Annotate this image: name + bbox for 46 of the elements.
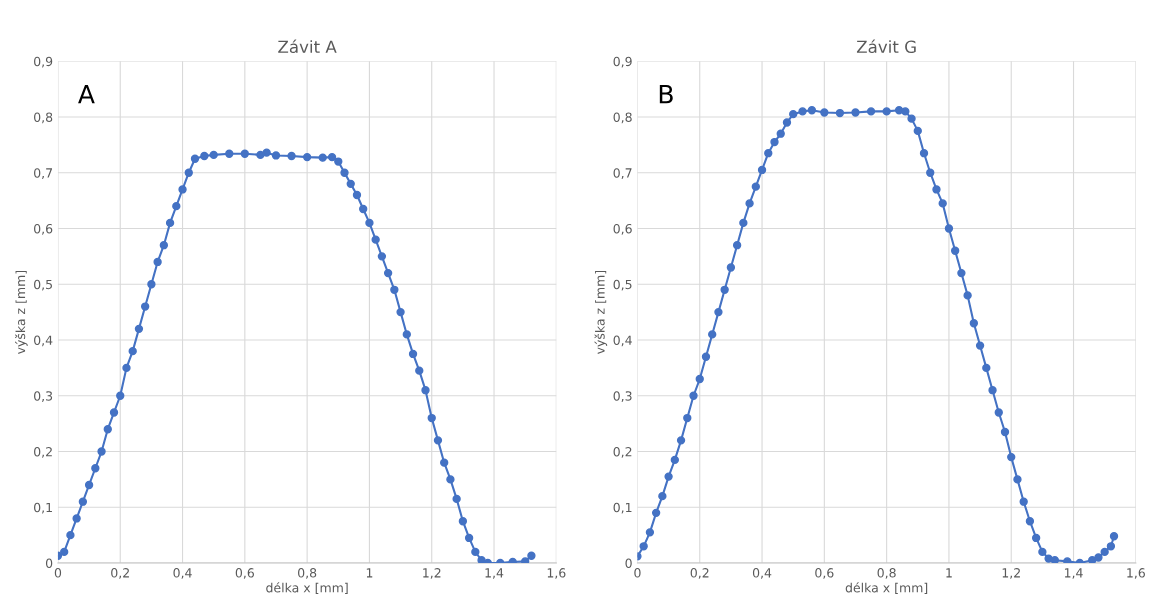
x-tick-label: 0,4 <box>752 568 772 579</box>
x-tick-label: 0,2 <box>690 568 709 579</box>
y-tick-label: 0,5 <box>613 279 632 291</box>
x-tick-label: 1,2 <box>423 568 441 579</box>
x-tick-label: 0,8 <box>298 568 317 579</box>
y-tick-label: 0,8 <box>34 112 53 124</box>
y-axis-title: výška z [mm] <box>594 270 608 355</box>
x-tick-label: 1,6 <box>1127 568 1145 579</box>
y-tick-label: 0,6 <box>613 223 632 235</box>
y-tick-label: 0,8 <box>613 112 632 124</box>
y-tick-label: 0,9 <box>613 56 632 68</box>
x-tick-label: 1,2 <box>1002 568 1020 579</box>
y-tick-label: 0,2 <box>613 446 632 458</box>
y-tick-label: 0 <box>625 558 632 568</box>
x-tick-label: 0,2 <box>111 568 129 579</box>
y-tick-label: 0,7 <box>34 168 53 179</box>
y-tick-label: 0,4 <box>34 335 53 347</box>
y-tick-label: 0,3 <box>34 391 53 402</box>
annotation: A <box>78 85 95 104</box>
chart-title: Závit G <box>856 39 916 54</box>
chart-title: Závit A <box>278 39 337 54</box>
y-axis-title: výška z [mm] <box>15 270 28 355</box>
y-tick-label: 0,2 <box>34 446 52 458</box>
x-tick-label: 1,6 <box>547 568 566 579</box>
y-tick-label: 0,4 <box>613 335 632 347</box>
x-tick-label: 1,4 <box>485 568 504 579</box>
y-tick-label: 0,7 <box>613 168 632 179</box>
x-axis-title: délka x [mm] <box>845 582 928 594</box>
y-tick-label: 0,6 <box>34 223 53 235</box>
x-tick-label: 0,4 <box>173 568 192 579</box>
x-axis-title: délka x [mm] <box>266 582 348 594</box>
y-tick-label: 0,1 <box>34 502 52 514</box>
y-tick-label: 0,3 <box>613 391 632 402</box>
x-tick-label: 1 <box>946 568 952 578</box>
y-tick-label: 0,1 <box>613 502 632 514</box>
x-tick-label: 0 <box>634 568 641 578</box>
x-tick-label: 0,8 <box>877 568 896 579</box>
y-tick-label: 0 <box>45 558 53 568</box>
y-tick-label: 0,9 <box>34 56 53 68</box>
x-tick-label: 0 <box>54 568 62 578</box>
annotation: B <box>659 85 673 104</box>
x-tick-label: 1 <box>366 568 373 578</box>
y-tick-label: 0,5 <box>34 279 52 291</box>
x-tick-label: 1,4 <box>1064 568 1083 579</box>
x-tick-label: 0,6 <box>235 568 254 579</box>
x-tick-label: 0,6 <box>815 568 834 579</box>
